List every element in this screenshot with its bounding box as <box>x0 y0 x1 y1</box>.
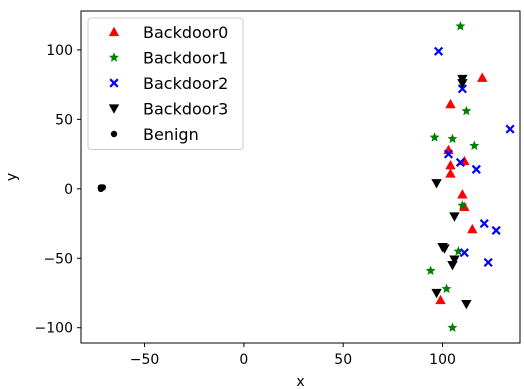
y-axis-label: y <box>4 173 20 181</box>
data-point-backdoor1 <box>457 200 468 210</box>
x-tick-label: 100 <box>429 352 456 368</box>
legend-box <box>87 17 244 150</box>
data-point-backdoor3 <box>447 261 458 271</box>
data-point-benign <box>97 184 105 191</box>
data-points <box>97 21 515 332</box>
data-point-backdoor2 <box>455 157 465 167</box>
y-tick-label: 100 <box>46 43 73 59</box>
legend-marker-benign <box>110 130 118 138</box>
data-point-backdoor1 <box>455 21 466 31</box>
data-point-backdoor1 <box>469 140 480 150</box>
x-tick-label: 0 <box>239 352 248 368</box>
data-point-backdoor2 <box>459 248 469 258</box>
data-point-backdoor0 <box>445 168 456 178</box>
data-point-backdoor3 <box>457 79 468 89</box>
data-point-backdoor1 <box>447 322 458 332</box>
legend-label-backdoor1: Backdoor1 <box>143 49 228 68</box>
axis-ticks: −50 0 50 100 −100 −50 0 50 100 <box>35 43 456 368</box>
data-point-backdoor1 <box>441 283 452 294</box>
data-point-backdoor3 <box>431 179 442 189</box>
data-point-backdoor3 <box>449 212 460 222</box>
data-point-backdoor2 <box>479 218 489 229</box>
data-point-backdoor0 <box>457 189 468 199</box>
legend-label-backdoor0: Backdoor0 <box>143 23 228 42</box>
legend-label-backdoor2: Backdoor2 <box>143 74 228 93</box>
y-tick-label: −100 <box>35 321 73 337</box>
data-point-backdoor3 <box>449 255 460 265</box>
data-point-backdoor0 <box>445 98 456 109</box>
y-tick-label: 0 <box>64 182 73 198</box>
data-point-backdoor3 <box>439 244 450 254</box>
data-point-backdoor0 <box>467 223 478 234</box>
data-point-backdoor2 <box>505 124 515 134</box>
data-point-backdoor3 <box>461 299 472 310</box>
legend-marker-backdoor0 <box>108 26 120 37</box>
data-point-backdoor2 <box>457 84 467 94</box>
data-point-backdoor0 <box>477 72 488 82</box>
legend-marker-backdoor1 <box>109 52 119 62</box>
x-tick-label: 50 <box>334 352 352 368</box>
data-point-backdoor2 <box>471 164 481 174</box>
legend: Backdoor0 Backdoor1 Backdoor2 Backdoor3 Beni… <box>87 17 244 150</box>
data-point-backdoor1 <box>453 246 464 256</box>
data-point-backdoor3 <box>431 288 442 299</box>
y-tick-label: 50 <box>55 112 73 128</box>
legend-label-backdoor3: Backdoor3 <box>143 100 228 119</box>
axes-frame <box>80 10 521 344</box>
y-tick-label: −50 <box>43 251 73 267</box>
x-tick-label: −50 <box>130 352 160 368</box>
data-point-backdoor1 <box>425 265 436 275</box>
data-point-backdoor1 <box>461 105 472 116</box>
data-point-backdoor0 <box>445 159 456 170</box>
legend-marker-backdoor2 <box>109 78 119 88</box>
data-point-backdoor0 <box>435 294 446 305</box>
legend-marker-backdoor3 <box>108 104 120 114</box>
data-point-backdoor1 <box>447 133 458 144</box>
data-point-backdoor2 <box>483 257 493 268</box>
x-axis-label: x <box>296 374 304 389</box>
plot-frame <box>80 10 521 344</box>
data-point-backdoor2 <box>491 225 501 236</box>
legend-label-benign: Benign <box>143 125 199 144</box>
data-point-backdoor1 <box>429 132 440 142</box>
data-point-backdoor2 <box>433 46 444 56</box>
data-point-backdoor2 <box>443 149 454 159</box>
